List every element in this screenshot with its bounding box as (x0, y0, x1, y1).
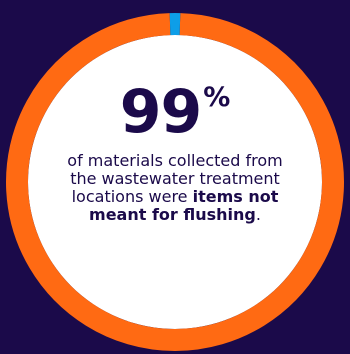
center-label: 99% of materials collected from the wast… (55, 82, 295, 224)
big-stat: 99% (55, 82, 295, 142)
stat-value: 99 (119, 77, 202, 147)
caption-text: of materials collected from the wastewat… (67, 151, 283, 206)
stat-caption: of materials collected from the wastewat… (55, 152, 295, 224)
donut-segment-main (6, 13, 344, 351)
caption-end: . (255, 205, 261, 224)
donut-arcs (6, 13, 344, 351)
stat-unit: % (203, 82, 231, 113)
caption-emphasis: items not meant for flushing (89, 187, 279, 224)
donut-inner-fill (28, 35, 322, 329)
